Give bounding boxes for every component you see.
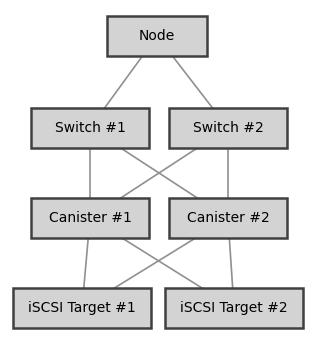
FancyBboxPatch shape xyxy=(31,198,149,238)
FancyBboxPatch shape xyxy=(13,288,151,328)
Text: Node: Node xyxy=(139,29,175,43)
Text: Canister #2: Canister #2 xyxy=(186,211,269,225)
FancyBboxPatch shape xyxy=(169,108,287,148)
Text: Switch #1: Switch #1 xyxy=(54,121,125,135)
FancyBboxPatch shape xyxy=(165,288,303,328)
Text: Canister #1: Canister #1 xyxy=(49,211,131,225)
Text: iSCSI Target #1: iSCSI Target #1 xyxy=(28,301,136,315)
FancyBboxPatch shape xyxy=(31,108,149,148)
FancyBboxPatch shape xyxy=(107,16,207,56)
FancyBboxPatch shape xyxy=(169,198,287,238)
Text: Switch #2: Switch #2 xyxy=(193,121,263,135)
Text: iSCSI Target #2: iSCSI Target #2 xyxy=(180,301,288,315)
